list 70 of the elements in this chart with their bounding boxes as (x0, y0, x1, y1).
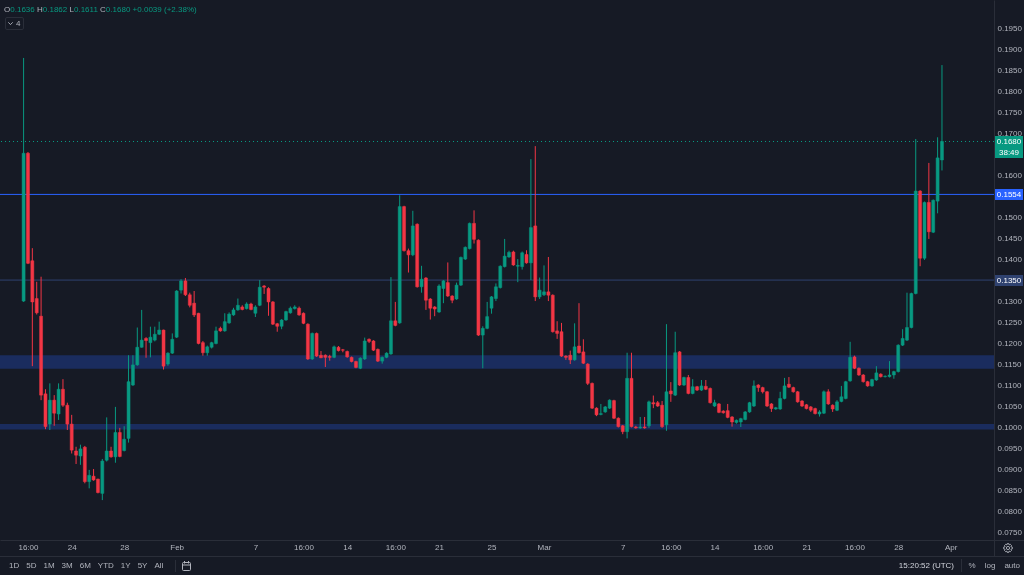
x-tick-label: 7 (253, 542, 259, 552)
x-tick-label: Apr (945, 542, 958, 552)
candlestick (223, 312, 227, 333)
y-tick-label: 0.1500 (997, 212, 1023, 222)
y-tick-label: 0.1800 (997, 86, 1023, 96)
text: 1D 5D 1M 3M 6M YTD 1Y 5Y All (9, 561, 164, 570)
candlestick (87, 469, 91, 489)
candlestick (393, 301, 398, 327)
candlestick (148, 326, 153, 358)
candlestick (314, 332, 319, 358)
x-tick-label: Feb (170, 542, 185, 552)
candlestick (78, 444, 83, 466)
x-tick-label: 16:00 (753, 542, 774, 552)
y-tick-label: 0.1100 (997, 380, 1022, 390)
ref-line-label: 0.1350 (995, 274, 1023, 286)
y-tick-label: 0.1600 (997, 170, 1023, 180)
ref-line-label: 0.1554 (995, 188, 1023, 200)
y-tick-label: 0.1200 (997, 338, 1023, 348)
candlestick (424, 276, 428, 311)
x-tick-label: 14 (343, 542, 353, 552)
x-tick-label: 16:00 (293, 542, 315, 552)
candlestick (572, 322, 577, 362)
x-tick-label: 21 (802, 542, 812, 552)
y-tick-label: 0.0900 (997, 464, 1023, 474)
candlestick (660, 400, 664, 429)
x-tick-label: 24 (67, 542, 78, 552)
text: 38:49 (998, 147, 1020, 158)
candlestick (446, 261, 450, 298)
candlestick (419, 265, 424, 294)
candlestick (258, 279, 262, 307)
y-tick-label: 0.1300 (997, 296, 1023, 306)
x-tick-label: 14 (710, 542, 721, 552)
y-tick-label: 0.0950 (997, 443, 1023, 453)
text: % log auto (968, 561, 1020, 571)
y-tick-label: 0.1150 (997, 359, 1022, 369)
annotation: 4 (16, 19, 21, 28)
x-tick-label: 16:00 (661, 542, 682, 552)
y-tick-label: 0.0850 (997, 485, 1023, 495)
y-tick-label: 0.1050 (997, 401, 1023, 411)
x-tick-label: 25 (487, 542, 498, 552)
candlestick (599, 403, 603, 416)
y-tick-label: 0.1700 (997, 128, 1023, 138)
y-tick-label: 0.1000 (997, 422, 1023, 432)
x-tick-label: Mar (537, 542, 552, 552)
candlestick (52, 394, 56, 427)
candlestick (118, 427, 122, 458)
text: 15:20:52 (UTC) (898, 561, 954, 571)
x-tick-label: 28 (120, 542, 130, 552)
candlestick (144, 336, 148, 359)
y-tick-label: 0.1250 (997, 317, 1023, 327)
candlestick (787, 376, 791, 389)
y-tick-label: 0.1900 (997, 44, 1023, 54)
y-tick-label: 0.0800 (997, 506, 1023, 516)
ref-line-label: 0.1680 (995, 136, 1023, 147)
x-tick-label: 16:00 (385, 542, 407, 552)
x-tick-label: 28 (894, 542, 904, 552)
candlestick (647, 400, 651, 429)
candlestick (669, 381, 673, 403)
y-tick-label: 0.1950 (997, 23, 1023, 33)
y-tick-label: 0.1850 (997, 65, 1023, 75)
x-tick-label: 7 (621, 542, 626, 552)
x-tick-label: 16:00 (18, 542, 40, 552)
x-tick-label: 21 (435, 542, 445, 552)
y-tick-label: 0.1400 (997, 254, 1023, 264)
y-tick-label: 0.0750 (997, 527, 1023, 537)
x-tick-label: 16:00 (845, 542, 866, 552)
y-tick-label: 0.1450 (997, 233, 1023, 243)
candlestick (48, 382, 52, 431)
text: O0.1636 H0.1862 L0.1611 C0.1680 +0.0039 (+2.38%) (4, 5, 197, 14)
y-tick-label: 0.1750 (997, 107, 1023, 117)
